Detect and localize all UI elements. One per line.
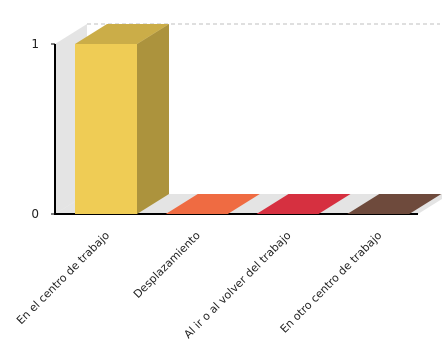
bar: [75, 24, 169, 214]
x-tick-label: Al ir o al volver del trabajo: [181, 229, 293, 341]
bar: [347, 194, 442, 214]
x-tick-labels: En el centro de trabajo DesplazamientoAl …: [14, 229, 384, 341]
bar-side: [137, 24, 169, 214]
y-tick-label: 0: [31, 207, 39, 221]
bar-top: [165, 194, 260, 214]
x-tick-label: En el centro de trabajo: [14, 229, 112, 327]
y-tick-label: 1: [31, 37, 39, 51]
y-tick-labels: 01: [31, 37, 55, 221]
x-tick-label: Desplazamiento: [131, 229, 203, 301]
bar-front: [75, 44, 137, 214]
bar-top: [256, 194, 351, 214]
bar-top: [347, 194, 442, 214]
x-tick-label: En otro centro de trabajo: [278, 229, 385, 336]
bars: [75, 24, 442, 214]
bar-top: [75, 24, 169, 44]
bar: [165, 194, 260, 214]
bar: [256, 194, 351, 214]
